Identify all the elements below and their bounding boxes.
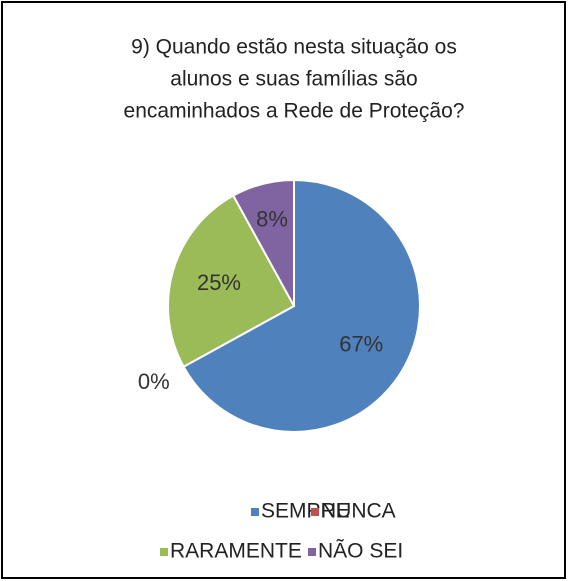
pie-slice [167, 194, 296, 369]
chart-title: 9) Quando estão nesta situação os [131, 36, 457, 59]
legend-swatch [251, 508, 259, 516]
legend-swatch [308, 548, 316, 556]
pie-slice [182, 178, 421, 433]
data-label: 0% [138, 369, 170, 394]
legend-swatch [311, 508, 319, 516]
chart-title: alunos e suas famílias são [170, 68, 417, 91]
legend-label: SEMPRE [261, 500, 350, 523]
legend-label: NUNCA [321, 500, 396, 523]
legend-label: RARAMENTE [170, 540, 302, 563]
data-label: 8% [256, 206, 288, 231]
chart-title: encaminhados a Rede de Proteção? [124, 100, 465, 123]
legend-label: NÃO SEI [318, 539, 403, 563]
data-label: 25% [197, 270, 241, 295]
pie-slice [231, 178, 295, 307]
data-label: 67% [339, 332, 383, 357]
legend-swatch [160, 548, 168, 556]
